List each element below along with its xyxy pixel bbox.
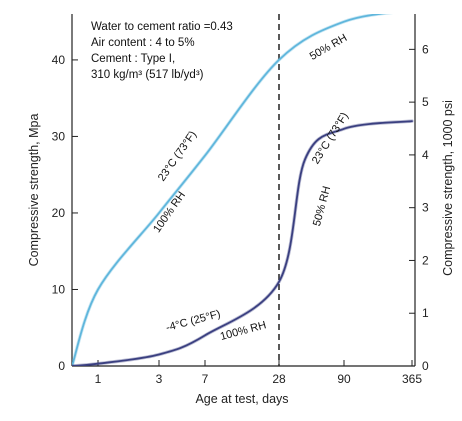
curve-line [72, 14, 386, 366]
y-axis-title: Compressive strength, Mpa [27, 114, 41, 267]
lower-strength-curve [72, 119, 414, 366]
y2-tick-label: 1 [422, 306, 429, 320]
y-tick-label: 20 [52, 206, 66, 220]
x-tick-label: 28 [272, 372, 286, 386]
y2-tick-labels: 0 1 2 3 4 5 6 [422, 42, 429, 373]
curves [72, 14, 414, 366]
x-tick-label: 7 [202, 372, 209, 386]
y2-tick-label: 0 [422, 359, 429, 373]
curve-line [72, 120, 413, 366]
upper-rh-label: 100% RH [151, 190, 188, 235]
axis-ticks [72, 48, 415, 367]
y2-tick-label: 6 [422, 42, 429, 56]
y-tick-label: 40 [52, 53, 66, 67]
y2-tick-label: 3 [422, 201, 429, 215]
y-tick-labels: 0 10 20 30 40 [52, 53, 66, 373]
plot-frame [71, 14, 416, 367]
x-axis-title: Age at test, days [195, 392, 288, 406]
y2-axis-title: Compressive strength, 1000 psi [441, 100, 455, 276]
test-conditions-note: Water to cement ratio =0.43 Air content … [91, 21, 233, 81]
upper-temp-label: 23°C (73°F) [156, 129, 199, 184]
note-line: 310 kg/m³ (517 lb/yd³) [91, 69, 204, 81]
y2-tick-label: 4 [422, 148, 429, 162]
note-line: Air content : 4 to 5% [91, 37, 195, 49]
x-tick-labels: 1 3 7 28 90 365 [95, 372, 423, 386]
upper-strength-curve [72, 14, 394, 366]
y-tick-label: 0 [58, 359, 65, 373]
lower-rh-after-label: 50% RH [311, 185, 333, 228]
y2-tick-label: 2 [422, 253, 429, 267]
y-tick-label: 30 [52, 129, 66, 143]
lower-temp-after-label: 23°C (73°F) [310, 110, 351, 166]
x-tick-label: 3 [156, 372, 163, 386]
note-line: Cement : Type I, [91, 53, 175, 65]
note-line: Water to cement ratio =0.43 [91, 21, 233, 33]
x-tick-label: 1 [95, 372, 102, 386]
x-tick-label: 365 [402, 372, 422, 386]
y-tick-label: 10 [52, 282, 66, 296]
y2-tick-label: 5 [422, 95, 429, 109]
upper-rh-after-label: 50% RH [308, 32, 350, 63]
x-tick-label: 90 [337, 372, 351, 386]
